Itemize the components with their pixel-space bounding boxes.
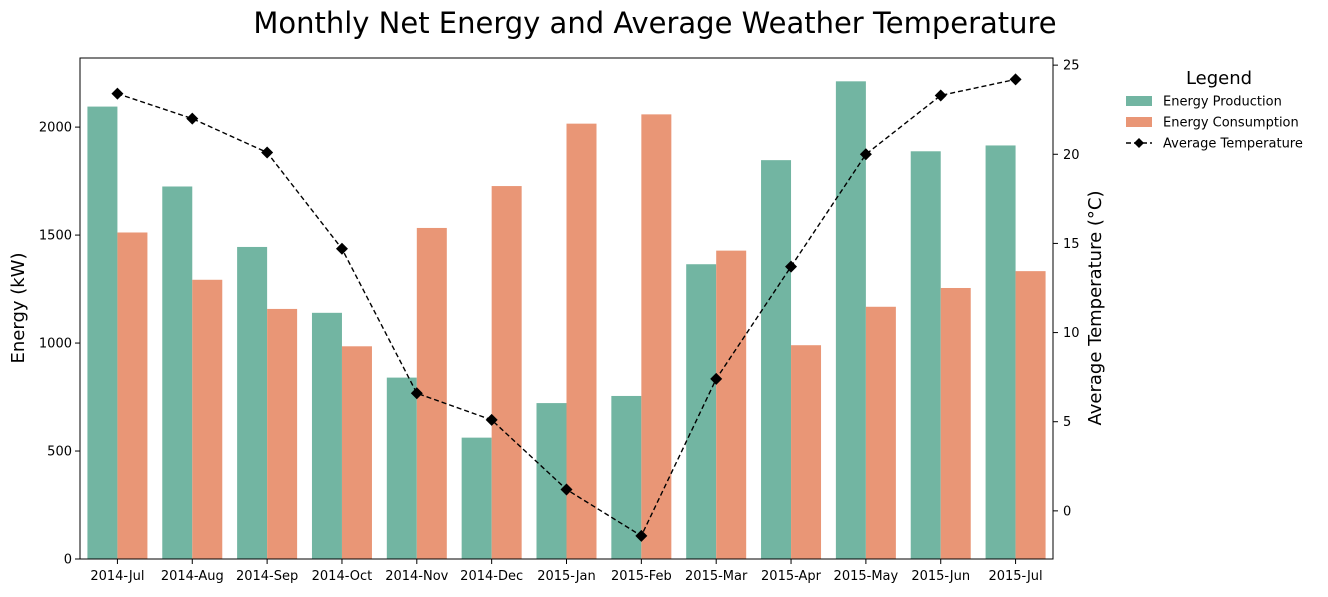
bar-production-2014-Nov (386, 377, 417, 559)
legend: Legend Energy Production Energy Consumpti… (1126, 68, 1303, 152)
x-tick-label: 2015-Jan (537, 569, 596, 584)
temperature-point-2015-Jul (1009, 73, 1022, 86)
bar-consumption-2015-Jan (566, 123, 597, 559)
temperature-point-2014-Dec (485, 413, 498, 426)
y2-axis-label: Average Temperature (°C) (1085, 191, 1106, 426)
x-tick-label: 2014-Sep (236, 569, 298, 584)
y-axis-label: Energy (kW) (8, 252, 29, 363)
legend-item-0: Energy Production (1126, 95, 1282, 110)
bar-production-2014-Dec (461, 437, 492, 559)
bar-production-2015-Jul (985, 145, 1016, 559)
y2-tick-label: 20 (1063, 148, 1080, 163)
bar-consumption-2015-May (865, 306, 896, 559)
bar-production-2015-Mar (686, 264, 717, 559)
bar-production-2014-Aug (162, 186, 193, 559)
y-tick-label: 0 (64, 553, 72, 568)
bar-consumption-2015-Mar (716, 250, 747, 559)
bar-production-2014-Oct (311, 312, 342, 559)
bar-consumption-2014-Aug (192, 279, 223, 559)
temperature-point-2014-Jul (111, 87, 124, 100)
bar-production-2014-Jul (87, 106, 118, 559)
temperature-point-2015-Jan (560, 483, 573, 496)
x-tick-label: 2014-Jul (90, 569, 144, 584)
bar-consumption-2014-Jul (117, 232, 148, 559)
y2-tick-label: 0 (1063, 504, 1071, 519)
x-tick-label: 2015-Apr (761, 569, 822, 584)
y-tick-label: 2000 (39, 121, 72, 136)
y-tick-label: 500 (47, 445, 72, 460)
temperature-point-2015-Feb (635, 529, 648, 542)
temperature-point-2015-May (859, 148, 872, 161)
bar-consumption-2014-Dec (491, 186, 522, 560)
temperature-point-2014-Sep (261, 146, 274, 159)
x-tick-label: 2014-Nov (385, 569, 448, 584)
legend-item-1: Energy Consumption (1126, 116, 1299, 131)
y-tick-label: 1500 (39, 229, 72, 244)
bar-consumption-2015-Apr (791, 345, 822, 559)
x-tick-label: 2015-Mar (685, 569, 748, 584)
bar-consumption-2014-Sep (267, 308, 298, 559)
x-tick-label: 2014-Oct (312, 569, 373, 584)
bar-production-2015-Jan (536, 403, 567, 559)
legend-swatch (1126, 117, 1152, 127)
temperature-point-2014-Aug (186, 112, 199, 125)
temperature-point-2015-Apr (785, 260, 798, 273)
legend-label: Average Temperature (1163, 137, 1303, 152)
y-axis-right: 0 5 10 15 20 25 (1053, 59, 1080, 519)
bar-production-2015-May (835, 81, 866, 559)
x-tick-label: 2014-Dec (460, 569, 523, 584)
temperature-point-2015-Mar (710, 372, 723, 385)
y-axis-left: 0 500 1000 1500 2000 (39, 121, 80, 568)
y2-tick-label: 15 (1063, 237, 1080, 252)
legend-swatch (1126, 96, 1152, 106)
legend-item-2: Average Temperature (1126, 137, 1303, 152)
legend-title: Legend (1186, 68, 1252, 89)
temperature-point-2014-Nov (410, 387, 423, 400)
x-axis: 2014-Jul 2014-Aug 2014-Sep 2014-Oct 2014-Nov… (90, 559, 1043, 584)
temperature-point-2014-Oct (335, 242, 348, 255)
y2-tick-label: 25 (1063, 59, 1080, 74)
y-tick-label: 1000 (39, 337, 72, 352)
bar-consumption-2015-Feb (641, 114, 672, 560)
legend-label: Energy Production (1163, 95, 1282, 110)
bar-production-2015-Apr (761, 160, 792, 559)
y2-tick-label: 10 (1063, 326, 1080, 341)
plot-area (79, 57, 1054, 560)
y2-tick-label: 5 (1063, 415, 1071, 430)
chart-title: Monthly Net Energy and Average Weather T… (253, 6, 1056, 40)
x-tick-label: 2015-Feb (611, 569, 672, 584)
legend-marker (1134, 138, 1144, 148)
x-tick-label: 2014-Aug (161, 569, 224, 584)
bar-consumption-2015-Jun (940, 287, 971, 559)
temperature-point-2015-Jun (934, 89, 947, 102)
bar-consumption-2015-Jul (1015, 271, 1046, 559)
bar-production-2015-Feb (611, 395, 642, 559)
legend-label: Energy Consumption (1163, 116, 1299, 131)
x-tick-label: 2015-May (834, 569, 899, 584)
x-tick-label: 2015-Jul (988, 569, 1042, 584)
x-tick-label: 2015-Jun (911, 569, 970, 584)
bar-production-2014-Sep (237, 246, 268, 559)
bar-production-2015-Jun (910, 151, 941, 559)
bar-consumption-2014-Oct (341, 346, 372, 559)
